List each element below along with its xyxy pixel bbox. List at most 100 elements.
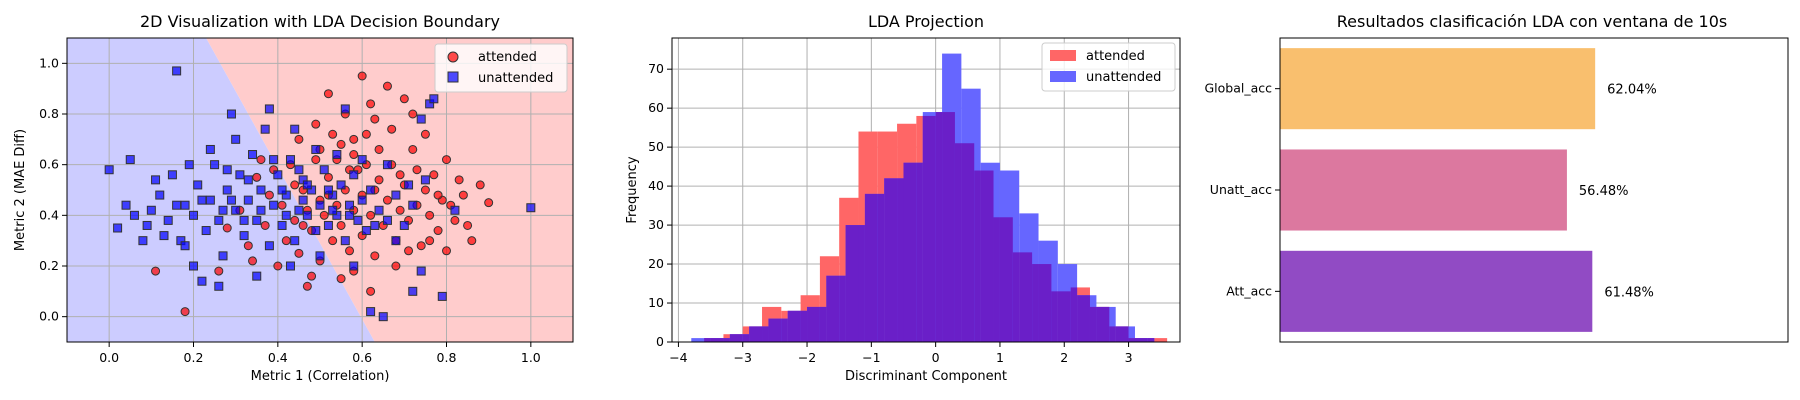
point-attended <box>264 190 274 200</box>
point-unattended <box>273 170 283 180</box>
bar-Att_acc <box>1280 250 1593 332</box>
x-tick-label: 0.6 <box>352 350 372 365</box>
hist-bar-overlap <box>762 326 769 342</box>
scatter-title: 2D Visualization with LDA Decision Bound… <box>140 12 500 31</box>
scatter-legend: attended unattended <box>434 43 568 93</box>
category-label: Global_acc <box>1204 81 1272 96</box>
point-attended <box>328 129 338 139</box>
hist-bar-overlap <box>787 310 801 342</box>
x-tick-label: −4 <box>669 350 687 365</box>
point-unattended <box>231 134 241 144</box>
legend-label-attended: attended <box>478 50 537 65</box>
point-unattended <box>328 205 338 215</box>
point-unattended <box>205 144 215 154</box>
point-unattended <box>357 155 367 165</box>
point-unattended <box>416 114 426 124</box>
point-attended <box>467 236 477 246</box>
point-attended <box>336 274 346 284</box>
point-unattended <box>269 155 279 165</box>
hist-bar-overlap <box>884 178 898 342</box>
point-attended <box>416 241 426 251</box>
point-unattended <box>290 124 300 134</box>
hist-bar-overlap <box>839 275 846 342</box>
point-unattended <box>248 150 258 160</box>
point-attended <box>454 175 464 185</box>
point-unattended <box>226 195 236 205</box>
hist-bar-attended <box>1147 338 1168 342</box>
histogram-xlabel: Discriminant Component <box>845 369 1007 384</box>
point-unattended <box>404 180 414 190</box>
point-unattended <box>184 160 194 170</box>
hist-bar-unattended <box>691 338 711 342</box>
point-unattended <box>526 203 536 213</box>
point-attended <box>425 210 435 220</box>
point-unattended <box>349 170 359 180</box>
point-attended <box>349 150 359 160</box>
point-unattended <box>382 160 392 170</box>
bar-value-label: 56.48% <box>1579 184 1629 199</box>
point-attended <box>382 81 392 91</box>
point-unattended <box>205 195 215 205</box>
point-unattended <box>222 185 232 195</box>
point-unattended <box>129 210 139 220</box>
point-unattended <box>374 205 384 215</box>
point-attended <box>366 99 376 109</box>
point-unattended <box>121 200 131 210</box>
point-unattended <box>294 165 304 175</box>
hist-bar-overlap <box>781 318 788 342</box>
point-attended <box>395 170 405 180</box>
point-attended <box>281 236 291 246</box>
point-attended <box>366 286 376 296</box>
point-attended <box>374 144 384 154</box>
point-unattended <box>239 231 249 241</box>
point-attended <box>294 134 304 144</box>
point-attended <box>273 261 283 271</box>
point-attended <box>319 210 329 220</box>
point-unattended <box>180 241 190 251</box>
hist-bar-overlap <box>961 143 975 342</box>
point-attended <box>307 271 317 281</box>
point-unattended <box>399 220 409 230</box>
hist-bar-overlap <box>942 112 955 342</box>
point-unattended <box>323 185 333 195</box>
hist-bar-overlap <box>723 338 730 342</box>
point-unattended <box>197 195 207 205</box>
point-unattended <box>323 220 333 230</box>
point-unattended <box>155 190 165 200</box>
point-attended <box>349 134 359 144</box>
point-attended <box>328 236 338 246</box>
point-unattended <box>125 155 135 165</box>
point-attended <box>463 220 473 230</box>
point-attended <box>151 266 161 276</box>
point-unattended <box>201 226 211 236</box>
point-attended <box>450 215 460 225</box>
hist-bar-overlap <box>826 275 840 342</box>
x-tick-label: 1.0 <box>521 350 541 365</box>
point-unattended <box>416 266 426 276</box>
point-unattended <box>311 226 321 236</box>
point-attended <box>302 281 312 291</box>
hist-bar-overlap <box>800 310 808 342</box>
point-unattended <box>366 307 376 317</box>
hist-bar-overlap <box>903 162 917 342</box>
y-tick-label: 30 <box>648 217 664 232</box>
point-unattended <box>370 220 380 230</box>
y-tick-label: 10 <box>648 295 664 310</box>
x-tick-label: 0.2 <box>184 350 204 365</box>
hist-bar-overlap <box>1134 338 1148 342</box>
point-unattended <box>311 144 321 154</box>
hist-bar-overlap <box>1057 291 1071 342</box>
hist-bar-overlap <box>1128 338 1135 342</box>
scatter-axes-frame <box>66 37 574 343</box>
point-unattended <box>408 200 418 210</box>
point-unattended <box>138 236 148 246</box>
category-label: Att_acc <box>1226 283 1272 298</box>
hist-bar-overlap <box>819 306 827 342</box>
point-unattended <box>189 261 198 271</box>
point-unattended <box>113 223 123 233</box>
point-attended <box>442 246 451 256</box>
point-attended <box>412 165 422 175</box>
legend-marker-attended <box>447 51 459 63</box>
histogram-ylabel: Frequency <box>625 156 640 223</box>
point-attended <box>366 210 376 220</box>
